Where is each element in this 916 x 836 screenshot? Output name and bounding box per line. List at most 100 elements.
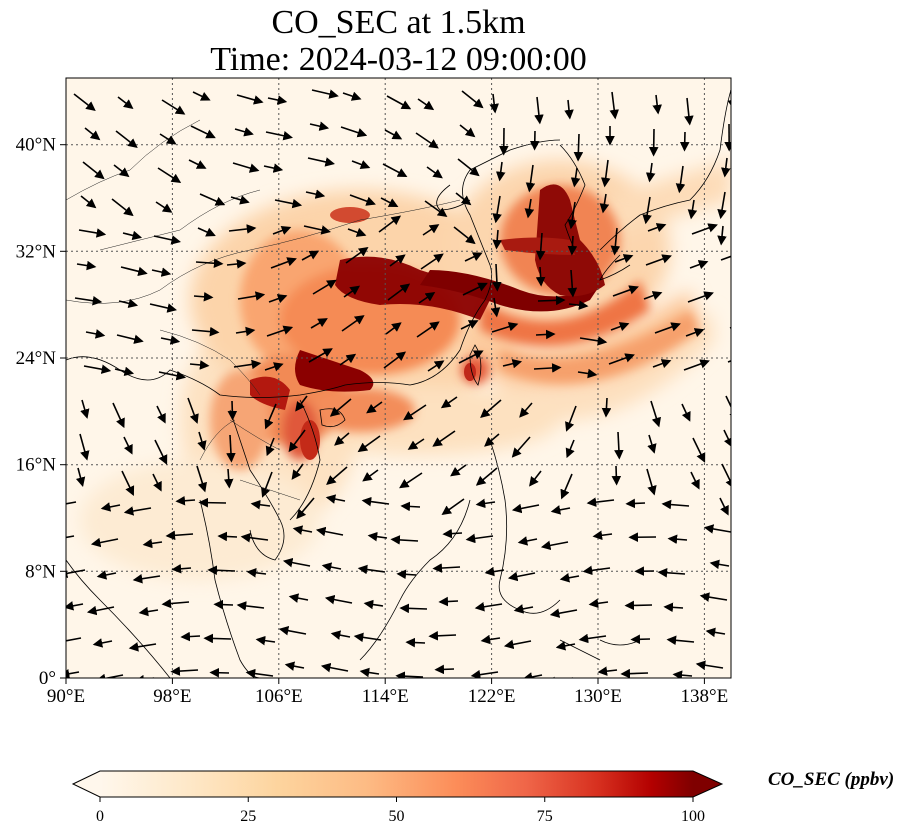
wind-vector-arrow bbox=[524, 198, 535, 219]
wind-vector-arrow bbox=[502, 358, 523, 369]
wind-vector-arrow bbox=[415, 132, 439, 149]
wind-vector-arrow bbox=[535, 266, 546, 287]
colorbar-label: CO_SEC (ppbv) bbox=[768, 769, 895, 790]
wind-vector-arrow bbox=[643, 291, 663, 301]
wind-vector-arrow bbox=[159, 133, 177, 145]
wind-vector-arrow bbox=[128, 642, 157, 652]
wind-vector-arrow bbox=[261, 471, 273, 498]
wind-vector-arrow bbox=[320, 662, 349, 673]
wind-vector-arrow bbox=[288, 593, 309, 603]
x-tick-label: 90°E bbox=[47, 686, 85, 707]
map-frame bbox=[65, 77, 732, 679]
wind-vector-arrow bbox=[652, 359, 672, 369]
wind-vector-arrow bbox=[387, 283, 411, 301]
y-tick-labels: 0° 8°N 16°N 24°N 32°N 40°N bbox=[16, 135, 57, 689]
wind-vector-arrow bbox=[284, 661, 305, 671]
wind-vector-arrow bbox=[341, 315, 365, 332]
wind-vector-arrow bbox=[234, 127, 254, 137]
wind-vector-arrow bbox=[122, 230, 143, 241]
colorbar-tick-label: 0 bbox=[96, 808, 104, 825]
wind-vector-arrow bbox=[503, 639, 532, 650]
wind-vector-arrow bbox=[291, 463, 304, 480]
wind-vector-arrow bbox=[378, 215, 402, 233]
wind-vector-arrow bbox=[560, 473, 573, 500]
wind-vector-arrow bbox=[191, 326, 220, 337]
wind-vector-arrow bbox=[236, 601, 265, 611]
wind-vector-arrow bbox=[432, 430, 456, 447]
wind-vector-arrow bbox=[270, 257, 297, 269]
wind-vector-arrow bbox=[417, 98, 435, 111]
y-tick-label: 32°N bbox=[16, 241, 57, 262]
wind-vector-arrow bbox=[250, 499, 271, 510]
wind-vector-arrow bbox=[465, 533, 494, 544]
wind-vector-arrow bbox=[495, 161, 506, 182]
wind-vector-arrow bbox=[117, 96, 134, 109]
wind-vector-arrow bbox=[519, 402, 533, 418]
x-tick-label: 114°E bbox=[362, 686, 409, 707]
map-plot-area bbox=[66, 78, 731, 678]
axis-tick-marks bbox=[60, 144, 705, 684]
wind-vector-arrow bbox=[683, 359, 710, 371]
wind-vector-arrow bbox=[692, 437, 706, 463]
wind-vector-arrow bbox=[614, 254, 634, 264]
wind-vector-arrow bbox=[230, 195, 250, 205]
wind-vector-arrow bbox=[266, 325, 294, 337]
wind-vector-arrow bbox=[582, 565, 611, 576]
wind-vector-arrow bbox=[357, 435, 381, 453]
wind-vector-arrow bbox=[400, 501, 421, 512]
wind-vector-arrow bbox=[382, 163, 408, 177]
wind-vector-arrow bbox=[367, 531, 388, 542]
wind-vector-arrow bbox=[611, 465, 622, 486]
wind-vector-arrow bbox=[389, 254, 406, 267]
wind-vector-arrow bbox=[537, 295, 566, 306]
wind-vector-arrow bbox=[158, 370, 187, 381]
wind-vector-arrow bbox=[326, 466, 348, 486]
wind-vector-arrow bbox=[492, 263, 502, 292]
wind-vector-arrow bbox=[550, 505, 571, 515]
wind-vector-arrow bbox=[66, 568, 86, 579]
wind-vector-arrow bbox=[687, 199, 698, 220]
wind-vector-arrow bbox=[265, 437, 275, 457]
wind-vector-arrow bbox=[190, 125, 216, 139]
wind-vector-arrow bbox=[380, 197, 399, 208]
wind-vector-arrow bbox=[540, 540, 569, 551]
wind-vector-arrow bbox=[157, 167, 182, 183]
wind-vector-arrow bbox=[268, 294, 288, 304]
wind-vector-arrow bbox=[340, 126, 368, 138]
wind-vector-arrow bbox=[647, 223, 667, 233]
wind-vector-arrow bbox=[308, 348, 333, 363]
wind-vector-arrow bbox=[138, 606, 159, 617]
wind-vector-arrow bbox=[312, 279, 337, 295]
wind-vector-arrow bbox=[75, 467, 86, 487]
wind-vector-arrow bbox=[113, 164, 130, 178]
wind-vector-arrow bbox=[614, 431, 624, 460]
wind-vector-arrow bbox=[123, 506, 152, 516]
wind-vector-arrow bbox=[161, 598, 190, 609]
wind-vector-arrow bbox=[654, 322, 681, 334]
wind-vector-arrow bbox=[116, 334, 144, 344]
wind-vector-arrow bbox=[719, 497, 729, 516]
wind-vector-arrow bbox=[458, 350, 484, 364]
wind-vector-arrow bbox=[475, 498, 496, 509]
wind-vector-arrow bbox=[625, 498, 646, 509]
map-time: Time: 2024-03-12 09:00:00 bbox=[210, 41, 587, 78]
wind-vector-arrow bbox=[624, 600, 653, 611]
wind-vector-arrow bbox=[334, 432, 350, 446]
wind-vector-arrow bbox=[681, 403, 691, 422]
wind-vector-arrow bbox=[66, 535, 75, 539]
wind-vector-arrow bbox=[199, 193, 226, 206]
wind-vector-arrow bbox=[310, 318, 328, 329]
wind-vector-arrow bbox=[278, 625, 307, 636]
wind-vector-arrow bbox=[76, 260, 97, 271]
wind-vector-arrow bbox=[426, 166, 443, 179]
wind-vector-arrow bbox=[228, 224, 257, 234]
wind-vector-arrow bbox=[442, 528, 463, 539]
wind-vector-arrow bbox=[535, 329, 556, 340]
wind-vector-arrow bbox=[265, 131, 293, 141]
wind-vector-arrow bbox=[578, 633, 607, 644]
wind-vector-arrow bbox=[236, 94, 264, 105]
wind-vector-arrow bbox=[684, 97, 694, 126]
y-tick-label: 24°N bbox=[16, 348, 57, 369]
wind-vector-arrow bbox=[549, 608, 578, 618]
wind-vector-arrow bbox=[246, 568, 267, 578]
